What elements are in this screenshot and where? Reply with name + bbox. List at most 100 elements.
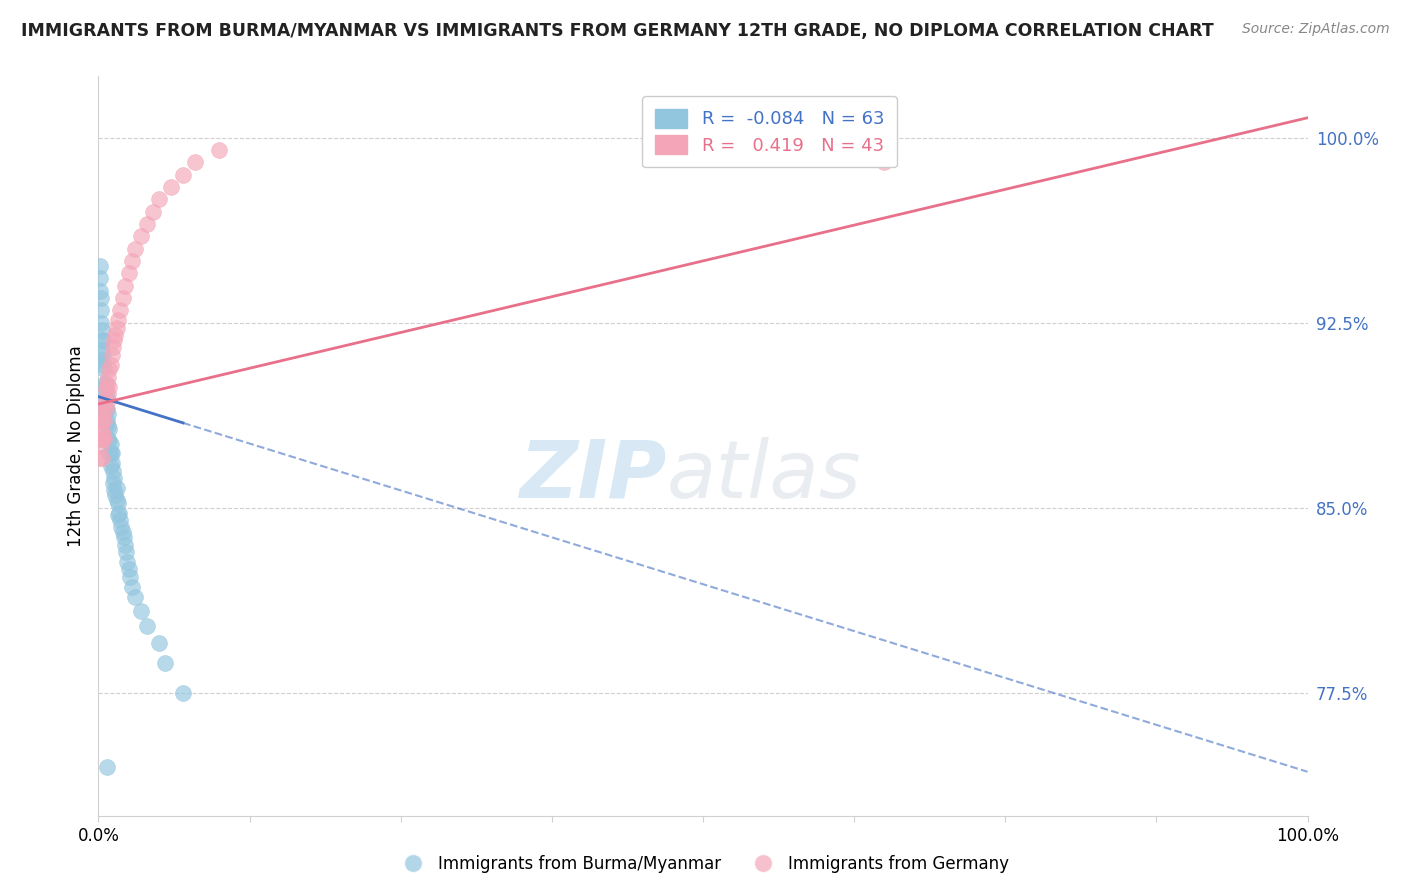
Point (96, 414, 118, 428)
Point (93, 397, 115, 411)
Point (172, 686, 194, 700)
Point (93, 432, 115, 446)
Point (93, 414, 115, 428)
Point (93, 377, 115, 392)
Point (153, 656, 176, 670)
Point (96, 401, 118, 416)
Point (91, 432, 114, 446)
Point (96, 377, 118, 392)
Point (89, 432, 111, 446)
Point (104, 327, 127, 342)
Point (114, 538, 136, 552)
Point (97, 370, 120, 384)
Point (96, 390, 118, 404)
Point (118, 562, 141, 576)
Point (101, 475, 124, 490)
Point (97, 419, 120, 434)
Point (129, 604, 152, 618)
Point (100, 348, 122, 362)
Point (91, 333, 114, 347)
Point (96, 394, 118, 409)
Point (89, 284, 111, 298)
Point (91, 358, 114, 372)
Point (90, 303, 112, 318)
Point (93, 387, 115, 401)
Point (114, 278, 136, 293)
Point (97, 432, 120, 446)
Point (91, 348, 114, 362)
Point (118, 266, 141, 280)
Point (115, 545, 138, 559)
Point (105, 493, 128, 508)
Point (184, 155, 207, 169)
Point (91, 414, 114, 428)
Y-axis label: 12th Grade, No Diploma: 12th Grade, No Diploma (66, 345, 84, 547)
Point (135, 619, 157, 633)
Point (118, 570, 141, 584)
Point (129, 229, 152, 244)
Point (98, 362, 121, 376)
Point (91, 323, 114, 337)
Point (100, 446, 122, 460)
Point (98, 380, 121, 394)
Point (108, 506, 131, 520)
Point (91, 333, 114, 347)
Point (208, 143, 231, 157)
Point (94, 390, 117, 404)
Text: IMMIGRANTS FROM BURMA/MYANMAR VS IMMIGRANTS FROM GERMANY 12TH GRADE, NO DIPLOMA : IMMIGRANTS FROM BURMA/MYANMAR VS IMMIGRA… (21, 22, 1213, 40)
Point (100, 458, 122, 473)
Point (97, 387, 120, 401)
Point (107, 313, 129, 327)
Point (89, 271, 111, 285)
Point (89, 451, 111, 466)
Point (90, 439, 112, 453)
Point (94, 377, 117, 392)
Point (94, 401, 117, 416)
Point (148, 636, 170, 650)
Point (135, 217, 157, 231)
Point (91, 451, 114, 466)
Point (91, 343, 114, 357)
Point (111, 525, 134, 540)
Point (97, 407, 120, 421)
Point (90, 422, 112, 436)
Legend: Immigrants from Burma/Myanmar, Immigrants from Germany: Immigrants from Burma/Myanmar, Immigrant… (389, 848, 1017, 880)
Point (91, 407, 114, 421)
Point (98, 434, 121, 448)
Text: atlas: atlas (666, 436, 862, 515)
Point (121, 580, 143, 594)
Point (100, 436, 122, 450)
Point (98, 446, 121, 460)
Point (103, 483, 125, 498)
Text: Source: ZipAtlas.com: Source: ZipAtlas.com (1241, 22, 1389, 37)
Point (93, 407, 115, 421)
Point (90, 291, 112, 305)
Point (93, 397, 115, 411)
Point (96, 760, 118, 774)
Point (100, 456, 122, 470)
Point (108, 303, 131, 318)
Point (93, 362, 115, 376)
Point (100, 446, 122, 460)
Point (124, 590, 146, 604)
Point (105, 481, 128, 495)
Point (117, 555, 139, 569)
Point (103, 333, 125, 347)
Point (91, 426, 114, 441)
Point (94, 401, 117, 416)
Point (142, 204, 165, 219)
Legend: R =  -0.084   N = 63, R =   0.419   N = 43: R = -0.084 N = 63, R = 0.419 N = 43 (643, 96, 897, 168)
Point (121, 253, 143, 268)
Point (107, 496, 129, 510)
Point (107, 508, 129, 522)
Point (172, 168, 194, 182)
Point (101, 340, 124, 354)
Point (110, 520, 132, 534)
Point (100, 358, 122, 372)
Point (90, 316, 112, 330)
Point (160, 179, 183, 194)
Point (91, 352, 114, 367)
Point (104, 488, 127, 502)
Point (111, 291, 134, 305)
Point (148, 192, 170, 206)
